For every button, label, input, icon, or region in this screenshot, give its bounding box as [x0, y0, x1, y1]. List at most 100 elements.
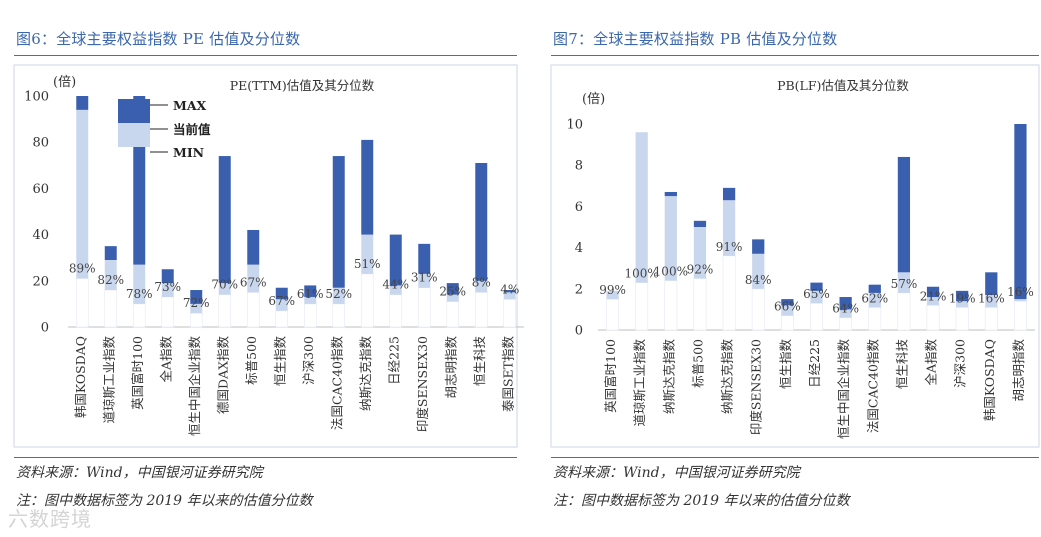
pe-legend-max-label: MAX — [173, 98, 207, 113]
pb-category-label: 英国富时100 — [603, 339, 618, 413]
pe-bar-max — [218, 156, 231, 284]
pe-bar-min — [303, 303, 317, 328]
pe-category-label: 日经225 — [386, 336, 401, 385]
pb-bar-max — [839, 297, 852, 310]
pb-bar-max — [693, 220, 707, 227]
pe-category-label: 全A指数 — [158, 336, 173, 383]
pe-legend-current-swatch — [118, 123, 150, 147]
pe-bar-current — [446, 294, 459, 302]
pe-category-label: 标普500 — [244, 336, 259, 385]
pb-bar-min — [810, 302, 823, 331]
pb-bar-current — [926, 297, 940, 306]
pe-bar-current — [503, 292, 516, 300]
pe-percentile-label: 25% — [439, 285, 466, 299]
pe-category-label: 英国富时100 — [130, 336, 145, 410]
pe-bar-max — [190, 290, 203, 304]
pb-percentile-label: 21% — [920, 289, 947, 303]
pe-bar-min — [161, 296, 175, 328]
pb-bar-max — [1014, 124, 1027, 300]
pe-percentile-label: 67% — [240, 275, 267, 289]
pb-category-label: 法国CAC40指数 — [865, 339, 880, 434]
pe-y-tick-label: 20 — [32, 274, 49, 289]
pb-percentile-label: 91% — [716, 240, 743, 254]
pb-y-tick-label: 2 — [575, 282, 583, 297]
pb-bar-min — [1014, 300, 1027, 331]
pb-chart: PB(LF)估值及其分位数 (倍) 0 2 4 6 8 10 99% 英国富时100 100% 道琼斯… — [550, 64, 1040, 448]
pe-percentile-label: 51% — [354, 257, 381, 271]
pe-legend-current-label: 当前值 — [173, 122, 211, 137]
pb-bar-min — [897, 292, 911, 331]
pe-category-label: 韩国KOSDAQ — [73, 336, 88, 418]
pe-bar-min — [104, 289, 118, 328]
pe-percentile-label: 4% — [500, 282, 519, 296]
pe-bar-max — [275, 287, 288, 300]
pe-bar-current — [332, 287, 345, 304]
pb-bar-current — [664, 196, 677, 281]
pb-percentile-label: 16% — [978, 291, 1005, 305]
pe-figure-title: 图6：全球主要权益指数 PE 估值及分位数 — [16, 30, 301, 48]
pb-percentile-label: 16% — [1007, 285, 1034, 299]
pb-bar-current — [868, 292, 881, 308]
pb-bar-max — [926, 286, 940, 298]
pe-percentile-label: 82% — [97, 273, 124, 287]
pb-bar-current — [693, 227, 707, 279]
pe-bar-current — [76, 109, 89, 279]
pb-bar-current — [897, 272, 911, 293]
pe-bar-min — [474, 292, 488, 328]
pe-bar-current — [247, 264, 260, 293]
pe-bar-max — [133, 96, 146, 265]
pe-bar-current — [190, 303, 203, 314]
pe-bar-max — [304, 285, 317, 297]
pb-bar-current — [810, 290, 823, 304]
pb-bar-min — [984, 307, 998, 331]
pe-percentile-label: 8% — [472, 275, 491, 289]
pe-category-label: 道琼斯工业指数 — [101, 336, 116, 424]
pb-category-label: 胡志明指数 — [1011, 339, 1026, 402]
pb-bar-max — [985, 272, 998, 295]
pb-figure-title: 图7：全球主要权益指数 PB 估值及分位数 — [553, 30, 838, 48]
pe-bar-min — [446, 301, 460, 328]
pe-bar-min — [132, 303, 146, 328]
pb-bar-max — [752, 239, 765, 254]
pe-category-label: 恒生中国企业指数 — [187, 336, 202, 437]
pe-bar-max — [332, 156, 345, 288]
pe-bar-min — [417, 287, 431, 328]
pb-plot-border — [550, 64, 1040, 448]
pb-percentile-label: 19% — [949, 291, 976, 305]
pb-title-rule — [551, 55, 1039, 56]
pb-category-label: 纳斯达克指数 — [720, 339, 735, 415]
pb-percentile-label: 64% — [832, 302, 859, 316]
pe-category-label: 泰国SET指数 — [500, 336, 515, 413]
pb-bar-max — [664, 191, 677, 197]
pe-source-note: 资料来源：Wind，中国银河证券研究院 — [16, 465, 263, 481]
pb-category-label: 道琼斯工业指数 — [632, 339, 647, 427]
pb-bottom-rule — [551, 457, 1039, 458]
pe-bar-current — [418, 273, 431, 288]
pb-bar-max — [868, 284, 881, 293]
pb-category-label: 韩国KOSDAQ — [982, 339, 997, 421]
pe-percentile-label: 89% — [69, 261, 96, 275]
pe-bar-current — [275, 299, 288, 311]
pe-bar-min — [75, 278, 89, 328]
pb-bar-current — [956, 301, 969, 308]
pb-percentile-label: 57% — [891, 277, 918, 291]
pe-y-tick-label: 80 — [32, 136, 49, 151]
pb-bar-max — [722, 187, 736, 201]
pb-bar-min — [926, 304, 940, 331]
pe-percentile-label: 61% — [297, 287, 324, 301]
pe-percentile-label: 52% — [325, 287, 352, 301]
pb-bar-current — [781, 305, 794, 316]
pb-y-tick-label: 8 — [575, 159, 583, 174]
pb-percentile-label: 84% — [745, 273, 772, 287]
pb-bar-current — [635, 132, 648, 283]
pe-figure-panel: 图6：全球主要权益指数 PE 估值及分位数 PE(TTM)估值及其分位数 (倍) 0… — [13, 30, 524, 509]
pe-bar-max — [161, 269, 174, 284]
pb-category-label: 印度SENSEX30 — [749, 339, 764, 435]
pe-percentile-label: 72% — [183, 296, 210, 310]
pb-bar-min — [780, 315, 794, 331]
pb-bar-min — [606, 298, 619, 331]
pe-category-label: 法国CAC40指数 — [329, 336, 344, 431]
pe-category-label: 沪深300 — [301, 336, 316, 385]
pb-source-note: 资料来源：Wind，中国银河证券研究院 — [553, 465, 800, 481]
pe-bar-min — [332, 303, 346, 328]
